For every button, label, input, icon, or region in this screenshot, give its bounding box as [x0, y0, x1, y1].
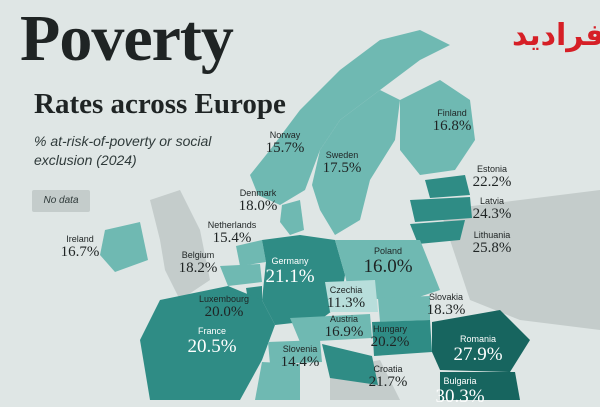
country-name: Sweden: [325, 150, 359, 160]
country-name: Denmark: [239, 188, 277, 198]
label-lithuania: Lithuania 25.8%: [473, 230, 512, 257]
label-latvia: Latvia 24.3%: [473, 196, 512, 223]
country-shape-sweden: [312, 90, 400, 235]
label-slovenia: Slovenia 14.4%: [281, 344, 320, 371]
map-description: % at-risk-of-poverty or social exclusion…: [34, 133, 212, 168]
country-shape-latvia: [410, 197, 472, 222]
country-value: 21.1%: [265, 266, 315, 287]
country-shape-austria: [290, 314, 372, 342]
label-croatia: Croatia 21.7%: [369, 364, 408, 391]
label-czechia: Czechia 11.3%: [327, 285, 365, 312]
country-shape-croatia: [322, 344, 378, 385]
label-netherlands: Netherlands 15.4%: [208, 220, 257, 247]
country-value: 18.0%: [238, 198, 278, 214]
country-name: Hungary: [372, 324, 408, 334]
country-name: Austria: [329, 314, 358, 324]
country-value: 16.0%: [363, 256, 413, 277]
label-norway: Norway 15.7%: [266, 130, 305, 157]
country-value: 17.5%: [322, 160, 362, 176]
label-ireland: Ireland 16.7%: [61, 234, 100, 261]
country-value: 20.2%: [370, 334, 410, 350]
label-poland: Poland 16.0%: [363, 246, 412, 277]
country-shape-denmark: [280, 200, 304, 235]
country-shape-slovenia: [268, 340, 322, 364]
country-name: Czechia: [329, 285, 363, 295]
country-shape-bulgaria: [440, 372, 520, 400]
country-value: 25.8%: [472, 240, 512, 256]
country-name: Netherlands: [207, 220, 257, 230]
country-name: France: [197, 326, 227, 336]
label-hungary: Hungary 20.2%: [371, 324, 410, 351]
country-value: 15.7%: [265, 140, 305, 156]
country-name: Poland: [373, 246, 403, 256]
country-shape-romania: [432, 310, 530, 372]
country-shape-germany: [262, 235, 345, 325]
country-shape-estonia: [425, 175, 470, 198]
label-luxembourg: Luxembourg 20.0%: [199, 294, 249, 321]
country-name: Finland: [437, 108, 467, 118]
label-france: France 20.5%: [187, 326, 236, 357]
country-value: 18.2%: [178, 260, 218, 276]
country-name: Ireland: [66, 234, 94, 244]
land-uk-no-data: [150, 190, 210, 300]
country-name: Bulgaria: [443, 376, 477, 386]
label-denmark: Denmark 18.0%: [239, 188, 278, 215]
country-name: Latvia: [479, 196, 505, 206]
country-value: 14.4%: [280, 354, 320, 370]
country-value: 21.7%: [368, 374, 408, 390]
country-shape-ireland: [100, 222, 148, 272]
country-value: 15.4%: [212, 230, 252, 246]
country-name: Slovenia: [282, 344, 318, 354]
land-italy: [255, 362, 300, 400]
label-finland: Finland 16.8%: [433, 108, 472, 135]
country-value: 22.2%: [472, 174, 512, 190]
country-value: 18.3%: [426, 302, 466, 318]
country-shape-lithuania: [410, 220, 465, 244]
country-name: Slovakia: [428, 292, 464, 302]
brand-logo: فرادید: [512, 18, 600, 53]
country-name: Germany: [271, 256, 309, 266]
country-name: Estonia: [476, 164, 508, 174]
country-shape-czechia: [325, 280, 378, 312]
country-name: Belgium: [181, 250, 215, 260]
country-shape-belgium: [220, 264, 262, 286]
label-bulgaria: Bulgaria 30.3%: [435, 376, 484, 407]
label-austria: Austria 16.9%: [325, 314, 364, 341]
no-data-legend: No data: [32, 190, 90, 212]
country-shape-france: [140, 286, 275, 400]
country-value: 11.3%: [326, 295, 366, 311]
page-title: Poverty: [20, 2, 234, 75]
country-value: 20.5%: [187, 336, 237, 357]
country-name: Luxembourg: [198, 294, 250, 304]
country-name: Norway: [269, 130, 301, 140]
country-value: 20.0%: [204, 304, 244, 320]
country-value: 24.3%: [472, 206, 512, 222]
country-name: Croatia: [373, 364, 403, 374]
country-value: 16.9%: [324, 324, 364, 340]
page-subtitle: Rates across Europe: [34, 88, 286, 120]
country-value: 16.8%: [432, 118, 472, 134]
label-romania: Romania 27.9%: [453, 334, 502, 365]
country-shape-norway: [250, 30, 450, 205]
country-value: 30.3%: [435, 386, 485, 407]
label-sweden: Sweden 17.5%: [323, 150, 362, 177]
label-slovakia: Slovakia 18.3%: [427, 292, 466, 319]
country-shape-netherlands: [236, 240, 266, 266]
country-name: Romania: [459, 334, 497, 344]
country-shape-finland: [400, 80, 475, 175]
land-no-data: [440, 190, 600, 330]
country-value: 16.7%: [60, 244, 100, 260]
label-germany: Germany 21.1%: [265, 256, 314, 287]
label-belgium: Belgium 18.2%: [179, 250, 218, 277]
label-estonia: Estonia 22.2%: [473, 164, 512, 191]
country-shape-slovakia: [378, 296, 430, 322]
country-shape-hungary: [372, 320, 432, 356]
country-value: 27.9%: [453, 344, 503, 365]
country-name: Lithuania: [473, 230, 511, 240]
